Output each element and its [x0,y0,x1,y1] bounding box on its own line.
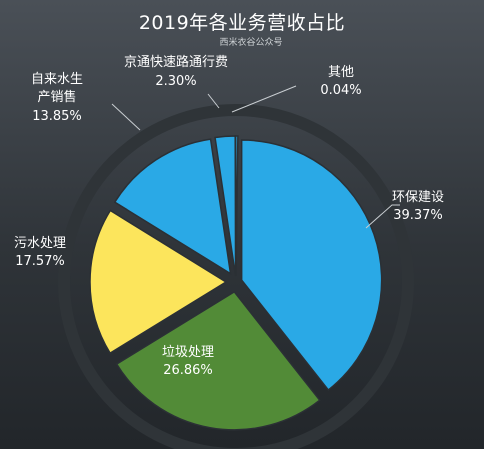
slice-label-name-0: 环保建设 [392,190,444,205]
leader-line-1 [111,103,141,131]
chart-title: 2019年各业务营收占比 [138,12,346,34]
pie-slice-0 [240,139,383,392]
leader-line-0 [365,204,400,229]
slice-label-name-3-line1: 自来水生 [31,72,83,87]
pie-slice-2 [89,209,228,355]
slice-label-value-2: 17.57% [15,254,65,269]
slice-label-name-1: 垃圾处理 [162,345,214,360]
slice-label-name-5: 其他 [328,65,354,80]
leader-line-3 [231,85,297,113]
slice-label-value-5: 0.04% [320,83,361,98]
leader-line-2 [207,93,220,109]
slice-label-name-3-line2: 产销售 [37,89,76,105]
pie-slice-1 [115,290,321,431]
slice-label-name-3b: 产销售 [37,89,76,105]
slice-label-value-1: 26.86% [163,363,213,378]
chart-subtitle: 西米衣谷公众号 [219,38,283,48]
pie-slice-5 [234,135,239,277]
slice-label-value-0: 39.37% [393,208,443,223]
slice-label-name-2: 污水处理 [14,236,66,251]
slice-label-value-3: 13.85% [32,109,82,124]
pie-slice-3 [113,138,232,276]
slice-label-value-4: 2.30% [155,74,196,89]
slice-label-name-3a: 自来水生 [31,72,83,87]
slice-label-name-4: 京通快速路通行费 [124,54,228,70]
